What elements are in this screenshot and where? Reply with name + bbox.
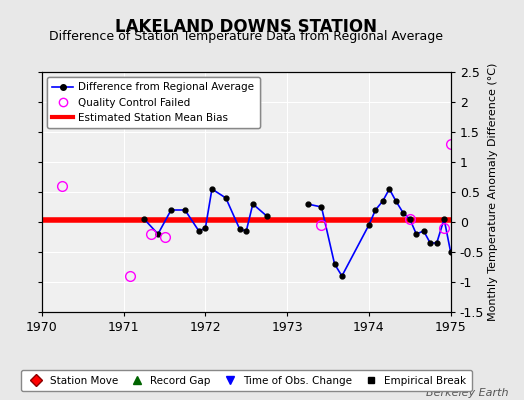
Text: Difference of Station Temperature Data from Regional Average: Difference of Station Temperature Data f… bbox=[49, 30, 443, 43]
Text: Berkeley Earth: Berkeley Earth bbox=[426, 388, 508, 398]
Text: LAKELAND DOWNS STATION: LAKELAND DOWNS STATION bbox=[115, 18, 377, 36]
Legend: Difference from Regional Average, Quality Control Failed, Estimated Station Mean: Difference from Regional Average, Qualit… bbox=[47, 77, 259, 128]
Y-axis label: Monthly Temperature Anomaly Difference (°C): Monthly Temperature Anomaly Difference (… bbox=[488, 63, 498, 321]
Legend: Station Move, Record Gap, Time of Obs. Change, Empirical Break: Station Move, Record Gap, Time of Obs. C… bbox=[21, 370, 472, 391]
